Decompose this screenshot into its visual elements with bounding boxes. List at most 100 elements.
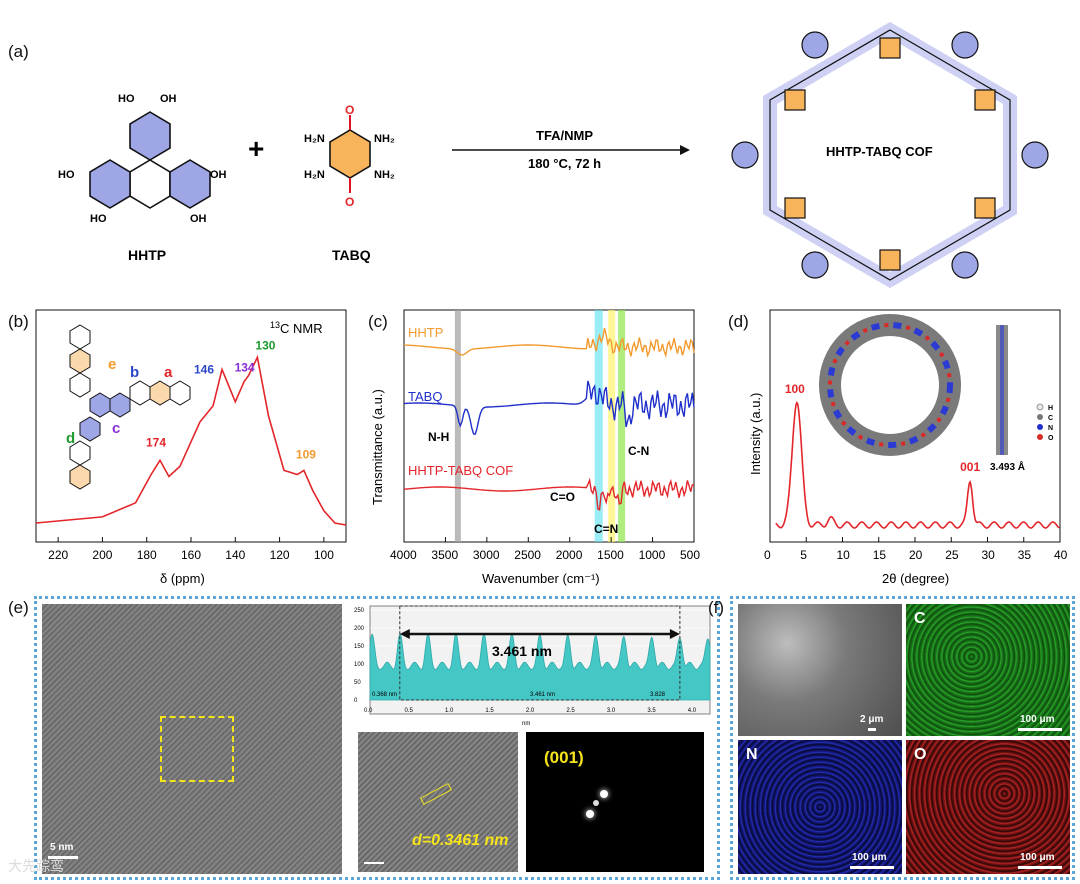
panel-b-label: (b)	[8, 312, 29, 331]
panel-e-label: (e)	[8, 598, 29, 617]
nmr-xlabel: δ (ppm)	[160, 571, 205, 586]
profile-x-tick: 3.5	[647, 708, 656, 714]
panel-d-chart: 0 5 10 15 20 25 30 35 40 100 001 3.493 Å H C N O…	[748, 309, 1068, 586]
fft-label: (001)	[544, 748, 584, 767]
c-x-ticks: 4000 3500 3000 2500 2000 1500 1000 500	[390, 537, 700, 562]
plus-sign: +	[248, 133, 264, 164]
site-d: d	[66, 430, 75, 447]
map-c-label: C	[914, 610, 926, 627]
sem-scale-label: 2 μm	[860, 714, 884, 725]
b-tick-label: 100	[314, 548, 334, 562]
c-tick-label: 3000	[473, 548, 500, 562]
series-hhtp: HHTP	[408, 325, 443, 340]
panel-d-label: (d)	[728, 312, 749, 331]
ir-hhtp-line	[404, 327, 695, 359]
cof-tabq-units	[784, 37, 996, 271]
ir-cof-line	[403, 477, 695, 511]
profile-bars	[369, 632, 711, 701]
map-o-scale-label: 100 μm	[1020, 852, 1055, 863]
map-o-label: O	[914, 746, 927, 763]
c-tick-label: 3500	[431, 548, 458, 562]
profile-x-tick: 0.5	[404, 708, 413, 714]
ann-co: C=O	[550, 490, 575, 504]
ir-tabq-line	[403, 380, 695, 435]
ann-cn: C-N	[628, 444, 649, 458]
conditions-top: TFA/NMP	[536, 128, 593, 143]
profile-x-tick: 4.0	[688, 708, 697, 714]
site-e: e	[108, 356, 116, 373]
panel-f-label: (f)	[708, 598, 725, 617]
profile-mid-val: 3.461 nm	[530, 692, 555, 698]
profile-y-tick: 0	[354, 698, 358, 704]
map-n-scale-bar	[850, 866, 894, 869]
legend-h: H	[1048, 405, 1053, 412]
profile-y-tick: 100	[354, 662, 365, 668]
fft-image: (001)	[526, 732, 704, 872]
c-tick-label: 1000	[639, 548, 666, 562]
profile-x-tick: 2.0	[526, 708, 535, 714]
b-tick-label: 140	[225, 548, 245, 562]
tabq-ring	[329, 129, 371, 179]
ann-cequaln: C=N	[594, 522, 618, 536]
tabq-o-bottom: O	[345, 195, 354, 209]
b-tick-label: 220	[48, 548, 68, 562]
profile-y-tick: 250	[354, 608, 365, 614]
map-c-scale-bar	[1018, 728, 1062, 731]
hhtp-oh-4: HO	[90, 213, 107, 225]
profile-distance: 3.461 nm	[492, 643, 552, 659]
cof-label: HHTP-TABQ COF	[826, 144, 933, 159]
watermark: 大先踪鸾	[8, 858, 64, 874]
nmr-spectrum-line	[35, 354, 347, 526]
map-n-label: N	[746, 746, 758, 763]
panel-c-chart: 4000 3500 3000 2500 2000 1500 1000 500 HHTP TAB…	[370, 309, 700, 586]
hrtem-roi-box	[160, 716, 234, 782]
series-cof: HHTP-TABQ COF	[408, 463, 513, 478]
fft-center	[593, 800, 599, 806]
c-tick-label: 1500	[597, 548, 624, 562]
d-tick-label: 30	[982, 548, 996, 562]
map-c-scale-label: 100 μm	[1020, 714, 1055, 725]
tabq-o-top: O	[345, 103, 354, 117]
series-tabq: TABQ	[408, 389, 442, 404]
profile-right-val: 3.828	[650, 692, 666, 698]
profile-range-box	[399, 605, 681, 701]
hhtp-label: HHTP	[128, 247, 166, 263]
tabq-nh2-3: H₂N	[304, 169, 325, 181]
profile-unit: nm	[522, 721, 530, 727]
d-tick-label: 20	[909, 548, 923, 562]
site-b: b	[130, 364, 139, 381]
ann-nh: N-H	[428, 430, 449, 444]
cof-framework	[763, 21, 1017, 289]
b-tick-label: 200	[92, 548, 112, 562]
site-c: c	[112, 420, 120, 437]
profile-x-tick: 3.0	[607, 708, 616, 714]
zoom-scale-bar	[364, 862, 384, 864]
atom-legend: H C N O	[1036, 403, 1054, 442]
hhtp-oh-1: HO	[118, 93, 135, 105]
tabq-label: TABQ	[332, 247, 371, 263]
d-tick-label: 15	[873, 548, 887, 562]
d-tick-label: 0	[764, 548, 771, 562]
ir-xlabel: Wavenumber (cm⁻¹)	[482, 571, 600, 586]
tabq-nh2-4: NH₂	[374, 169, 395, 181]
edx-map-n: N 100 μm	[738, 740, 902, 874]
band-nh	[454, 310, 461, 542]
ir-ylabel: Transmittance (a.u.)	[370, 389, 385, 505]
conditions-bottom: 180 °C, 72 h	[528, 156, 601, 171]
profile-y-tick: 50	[354, 680, 361, 686]
d-tick-label: 25	[945, 548, 959, 562]
edx-map-o: O 100 μm	[906, 740, 1070, 874]
c-tick-label: 2500	[514, 548, 541, 562]
fft-spot-1	[600, 790, 608, 798]
profile-x-tick: 2.5	[566, 708, 575, 714]
map-o-scale-bar	[1018, 866, 1062, 869]
nmr-peak-label: 174	[146, 435, 166, 449]
nmr-structure	[69, 324, 191, 490]
map-n-scale-label: 100 μm	[852, 852, 887, 863]
panel-f-frame	[730, 596, 1075, 880]
cof-space-filling-model	[819, 314, 1008, 456]
b-tick-label: 160	[181, 548, 201, 562]
profile-x-tick: 0.0	[364, 708, 373, 714]
hrtem-scale-bar	[48, 856, 78, 859]
